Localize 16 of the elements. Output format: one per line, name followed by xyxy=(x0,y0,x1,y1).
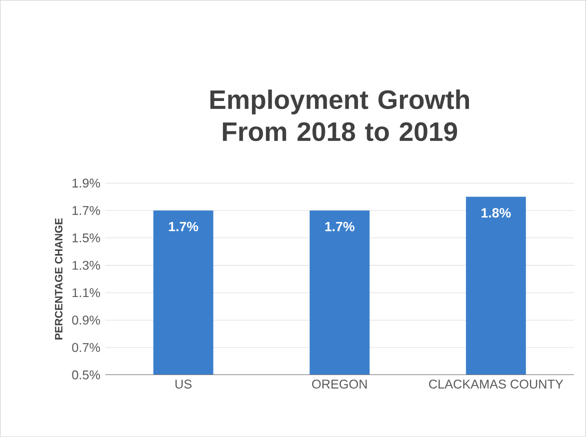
data-label: 1.8% xyxy=(482,208,511,218)
y-tick-label: 1.9% xyxy=(72,178,100,188)
y-tick-label: 1.5% xyxy=(72,233,100,242)
y-tick-label: 0.7% xyxy=(72,342,100,352)
y-tick-label: 0.9% xyxy=(72,316,100,325)
y-tick-label: 1.3% xyxy=(72,260,100,270)
x-tick-label: OREGON xyxy=(312,380,367,389)
x-tick-label: US xyxy=(176,380,192,389)
data-label: 1.7% xyxy=(168,222,198,232)
y-tick-label: 1.1% xyxy=(72,288,100,298)
data-label: 1.7% xyxy=(325,222,354,232)
y-tick-label: 1.7% xyxy=(72,206,100,215)
x-tick-label: CLACKAMAS COUNTY xyxy=(429,380,564,389)
y-tick-label: 0.5% xyxy=(72,370,100,380)
chart-title: Employment Growth From 2018 to 2019 xyxy=(210,89,469,142)
y-axis-title: PERCENTAGE CHANGE xyxy=(54,218,62,340)
